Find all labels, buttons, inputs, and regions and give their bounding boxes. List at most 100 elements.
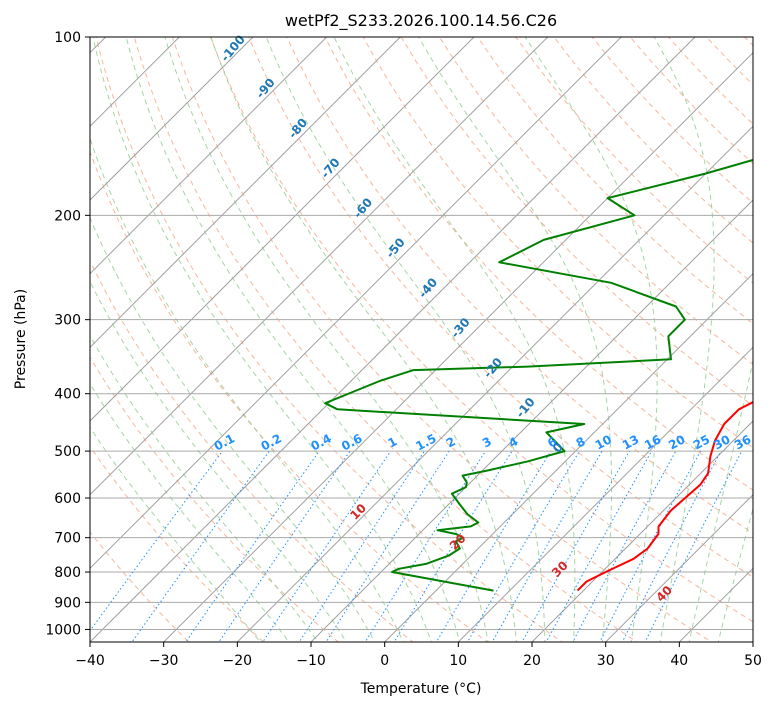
mixing-ratio-line bbox=[621, 450, 722, 642]
mixing-ratio-line bbox=[262, 450, 392, 642]
y-tick-label: 200 bbox=[54, 208, 81, 224]
isotherm bbox=[236, 125, 753, 642]
moist-adiabat bbox=[92, 37, 432, 642]
dry-adiabat bbox=[515, 37, 753, 284]
axes: −40 −30 −20 −10 0 10 20 30 40 5010009008007006005… bbox=[45, 30, 762, 669]
x-tick-label: 50 bbox=[744, 653, 762, 669]
background-lines bbox=[90, 37, 753, 642]
isotherm bbox=[90, 37, 696, 642]
moist-adiabat bbox=[90, 136, 404, 642]
x-tick-label: 20 bbox=[523, 653, 541, 669]
isotherm bbox=[90, 37, 254, 201]
moist-adiabat bbox=[524, 37, 658, 642]
isotherm bbox=[90, 37, 328, 275]
y-tick-label: 800 bbox=[54, 565, 81, 581]
x-tick-label: −30 bbox=[149, 653, 179, 669]
mixing-ratio-label: 1 bbox=[385, 434, 399, 450]
mixing-ratio-label: 4 bbox=[506, 434, 520, 450]
moist-adiabat-label: -90 bbox=[253, 76, 278, 102]
dry-adiabat-label: 30 bbox=[549, 558, 571, 580]
data-lines bbox=[324, 158, 753, 592]
mixing-ratio-label: 25 bbox=[691, 432, 712, 452]
dry-adiabat bbox=[591, 37, 753, 204]
dry-adiabat bbox=[362, 37, 753, 449]
moist-adiabat bbox=[164, 37, 489, 642]
isotherm bbox=[604, 493, 753, 642]
dry-adiabat bbox=[286, 37, 753, 534]
moist-adiabat-label: -50 bbox=[383, 235, 408, 261]
y-tick-label: 500 bbox=[54, 444, 81, 460]
mixing-ratio-line bbox=[572, 450, 677, 642]
dry-adiabat bbox=[438, 37, 753, 366]
dry-adiabat bbox=[133, 37, 638, 642]
line-labels: 0.1 0.2 0.4 0.6 1 1.5 2 3 4 6 8 10 13 16 20 25 30 3610203… bbox=[212, 32, 754, 604]
moist-adiabat bbox=[90, 426, 261, 642]
mixing-ratio-label: 8 bbox=[574, 434, 588, 450]
mixing-ratio-label: 0.2 bbox=[259, 431, 284, 453]
mixing-ratio-label: 1.5 bbox=[413, 431, 438, 453]
moist-adiabat-label: -80 bbox=[286, 116, 311, 142]
y-tick-label: 100 bbox=[54, 30, 81, 46]
dry-adiabat-label: 20 bbox=[447, 531, 469, 553]
mixing-ratio-line bbox=[218, 450, 351, 642]
isotherm bbox=[678, 567, 753, 642]
dry-adiabat bbox=[248, 37, 753, 578]
dry-adiabat bbox=[95, 37, 564, 642]
isotherm bbox=[90, 37, 402, 349]
mixing-ratio-line bbox=[131, 450, 270, 642]
mixing-ratio-label: 3 bbox=[480, 434, 494, 450]
moist-adiabat bbox=[210, 37, 518, 642]
dry-adiabat-label: 40 bbox=[653, 583, 675, 605]
dry-adiabat bbox=[324, 37, 753, 491]
mixing-ratio-label: 2 bbox=[444, 434, 458, 450]
moist-adiabat bbox=[418, 37, 613, 642]
mixing-ratio-line bbox=[644, 450, 743, 642]
isotherm bbox=[162, 51, 753, 642]
mixing-ratio-line bbox=[393, 450, 513, 642]
mixing-ratio-line bbox=[364, 450, 486, 642]
mixing-ratio-line bbox=[298, 450, 425, 642]
dry-adiabat bbox=[90, 150, 489, 642]
x-tick-label: −20 bbox=[223, 653, 253, 669]
moist-adiabat bbox=[90, 382, 290, 642]
dry-adiabat bbox=[90, 356, 339, 642]
dry-adiabat bbox=[553, 37, 753, 244]
mixing-ratio-label: 36 bbox=[732, 432, 753, 452]
x-tick-label: 30 bbox=[597, 653, 615, 669]
dry-adiabat bbox=[90, 259, 414, 642]
mixing-ratio-label: 0.4 bbox=[308, 431, 333, 453]
dry-adiabat bbox=[706, 37, 753, 86]
x-tick-label: −10 bbox=[296, 653, 326, 669]
mixing-ratio-line bbox=[599, 450, 701, 642]
mixing-ratio-line bbox=[325, 450, 450, 642]
y-tick-label: 400 bbox=[54, 387, 81, 403]
isotherm bbox=[752, 641, 753, 642]
mixing-ratio-line bbox=[435, 450, 552, 642]
isotherm bbox=[90, 37, 549, 496]
dry-adiabat bbox=[171, 37, 713, 642]
chart-title: wetPf2_S233.2026.100.14.56.C26 bbox=[285, 11, 557, 31]
dry-adiabat-label: 10 bbox=[347, 501, 369, 523]
mixing-ratio-label: 10 bbox=[593, 432, 614, 452]
moist-adiabat-label: 0 bbox=[550, 440, 566, 455]
moist-adiabat-label: -40 bbox=[416, 275, 441, 301]
dry-adiabat bbox=[400, 37, 753, 407]
mixing-ratio-label: 30 bbox=[711, 432, 732, 452]
moist-adiabat bbox=[688, 358, 753, 642]
y-tick-label: 600 bbox=[54, 491, 81, 507]
x-tick-label: 10 bbox=[449, 653, 467, 669]
moist-adiabat-label: -10 bbox=[513, 395, 538, 421]
isotherm bbox=[383, 272, 753, 642]
dry-adiabat bbox=[90, 445, 265, 642]
x-tick-label: −40 bbox=[75, 653, 105, 669]
mixing-ratio-line bbox=[466, 450, 580, 642]
y-tick-label: 300 bbox=[54, 313, 81, 329]
moist-adiabat bbox=[90, 334, 319, 642]
mixing-ratio-line bbox=[545, 450, 653, 642]
mixing-ratio-line bbox=[491, 450, 603, 642]
x-tick-label: 0 bbox=[380, 653, 389, 669]
temperature-line bbox=[576, 400, 753, 592]
moist-adiabat bbox=[653, 37, 715, 642]
isotherm bbox=[531, 420, 753, 642]
